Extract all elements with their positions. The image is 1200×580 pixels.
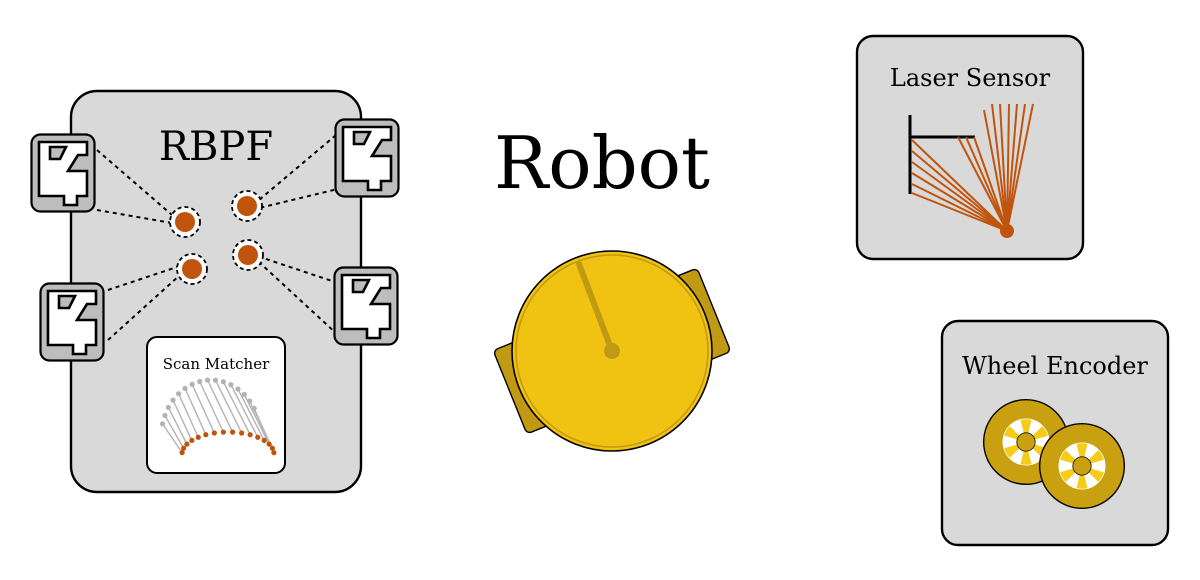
laser-ray [983, 109, 1008, 232]
reference-scan-point [162, 412, 168, 419]
laser-ray [911, 192, 1008, 232]
particle-link [258, 187, 343, 209]
scan-correspondence [214, 379, 243, 434]
laser-ray [957, 136, 1008, 232]
particle-link [259, 262, 339, 336]
current-scan-point [203, 432, 209, 438]
scan-correspondence [230, 384, 259, 438]
scan-correspondence [177, 393, 199, 438]
laser-ray [1006, 103, 1018, 232]
current-scan [179, 429, 277, 456]
reference-scan-point [251, 405, 257, 411]
laser-ray [1006, 103, 1010, 232]
reference-scan-point [235, 386, 241, 392]
particle [169, 206, 201, 238]
particle [231, 190, 263, 222]
scan-matcher-box: Scan Matcher [146, 336, 286, 474]
scan-correspondence [172, 399, 193, 441]
reference-scan-point [182, 385, 188, 391]
reference-scan-point [204, 377, 211, 383]
current-scan-point [184, 441, 190, 447]
laser-rays [911, 103, 1034, 232]
reference-scan-point [165, 404, 172, 411]
current-scan-point [271, 450, 277, 456]
reference-scan-point [228, 382, 234, 388]
laser-ray [999, 103, 1008, 232]
robot-center [604, 343, 620, 359]
reference-scan-point [170, 397, 176, 403]
reference-scan-point [241, 391, 247, 398]
particle-link [258, 129, 343, 201]
laser-ray [911, 172, 1008, 232]
reference-scan-point [197, 378, 203, 385]
particle [232, 239, 264, 271]
reference-scan-point [159, 421, 166, 427]
scan-correspondences [161, 379, 275, 454]
laser-ray [991, 103, 1008, 232]
particle-link [259, 256, 339, 284]
wheel-encoder-panel: Wheel Encoder [940, 319, 1170, 547]
current-scan-point [179, 450, 185, 456]
particle [176, 253, 208, 285]
current-scan-point [266, 441, 272, 447]
reference-scan-point [212, 377, 219, 383]
laser-ray [911, 139, 1008, 232]
laser-ray [965, 136, 1008, 232]
current-scan-point [239, 430, 245, 436]
current-scan-point [269, 445, 276, 451]
current-scan-point [261, 437, 267, 444]
current-scan-point [255, 434, 261, 440]
reference-scan-point [189, 381, 195, 387]
rbpf-label: RBPF [159, 124, 273, 170]
scan-correspondence [167, 407, 188, 445]
scan-correspondence [161, 423, 183, 454]
scan-matcher-background [146, 336, 286, 474]
current-scan-point [247, 432, 253, 438]
scan-correspondence [199, 381, 225, 433]
laser-ray [973, 136, 1008, 232]
current-scan-point [180, 445, 187, 451]
robot-title: Robot [494, 121, 710, 205]
scan-correspondence [164, 415, 185, 449]
current-scan-point [220, 429, 226, 435]
wheel-icon [1038, 422, 1126, 510]
scan-correspondence [184, 388, 207, 436]
laser-ray [911, 161, 1008, 232]
wheel-encoder-label: Wheel Encoder [962, 352, 1148, 380]
current-scan-point [195, 434, 201, 440]
laser-ray [1006, 103, 1026, 232]
robot-icon [493, 250, 731, 452]
map-tile-icon [30, 133, 96, 213]
current-scan-point [211, 430, 217, 436]
laser-origin [1000, 224, 1014, 238]
scan-correspondence [191, 383, 215, 434]
laser-sensor-panel: Laser Sensor [855, 34, 1085, 261]
laser-sensor-label: Laser Sensor [890, 64, 1051, 92]
scan-matcher-label: Scan Matcher [163, 355, 270, 373]
robot-heading-indicator [576, 261, 615, 354]
particle-map-links [96, 129, 343, 341]
particle-link [107, 274, 181, 341]
reference-scan [159, 377, 257, 427]
scan-correspondence [237, 388, 265, 441]
reference-scan-point [247, 398, 253, 404]
laser-ray [911, 183, 1008, 232]
laser-ray [1006, 103, 1034, 232]
scan-correspondence [206, 379, 234, 433]
map-tile-icon [333, 266, 399, 346]
particle-link [96, 149, 173, 216]
rbpf-panel: RBPF [30, 89, 400, 494]
current-scan-point [189, 437, 195, 444]
current-scan-point [230, 429, 236, 435]
reference-scan-point [176, 391, 182, 397]
laser-ray [911, 150, 1008, 232]
reference-scan-point [220, 379, 226, 385]
particles [169, 190, 264, 285]
scan-correspondence [222, 381, 251, 436]
map-tile-icon [334, 118, 400, 198]
map-tile-icon [39, 282, 105, 362]
